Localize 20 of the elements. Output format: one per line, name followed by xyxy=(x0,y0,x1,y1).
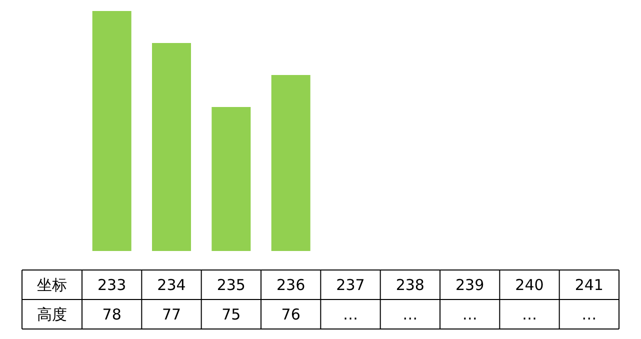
x-axis-title: 坐标 xyxy=(37,276,67,294)
text: … xyxy=(402,305,418,324)
x-tick-label: 236 xyxy=(276,276,306,294)
x-tick-label: 239 xyxy=(456,276,484,294)
x-tick-label: 241 xyxy=(574,276,604,294)
x-tick-label: 235 xyxy=(216,276,246,294)
x-tick-label: 238 xyxy=(396,276,424,294)
x-tick-label: 233 xyxy=(98,276,126,294)
y-axis-title: 高度 xyxy=(37,305,67,324)
text: … xyxy=(522,305,537,324)
data-label: 75 xyxy=(222,305,241,324)
x-tick-label: 237 xyxy=(336,276,365,294)
data-label: 76 xyxy=(281,305,300,324)
x-tick-label: 234 xyxy=(157,276,186,294)
text: … xyxy=(582,305,597,324)
data-label: 77 xyxy=(162,305,182,324)
x-tick-label: 240 xyxy=(515,276,544,294)
text: … xyxy=(462,305,478,324)
text: … xyxy=(343,305,358,324)
data-label: 78 xyxy=(102,305,122,324)
